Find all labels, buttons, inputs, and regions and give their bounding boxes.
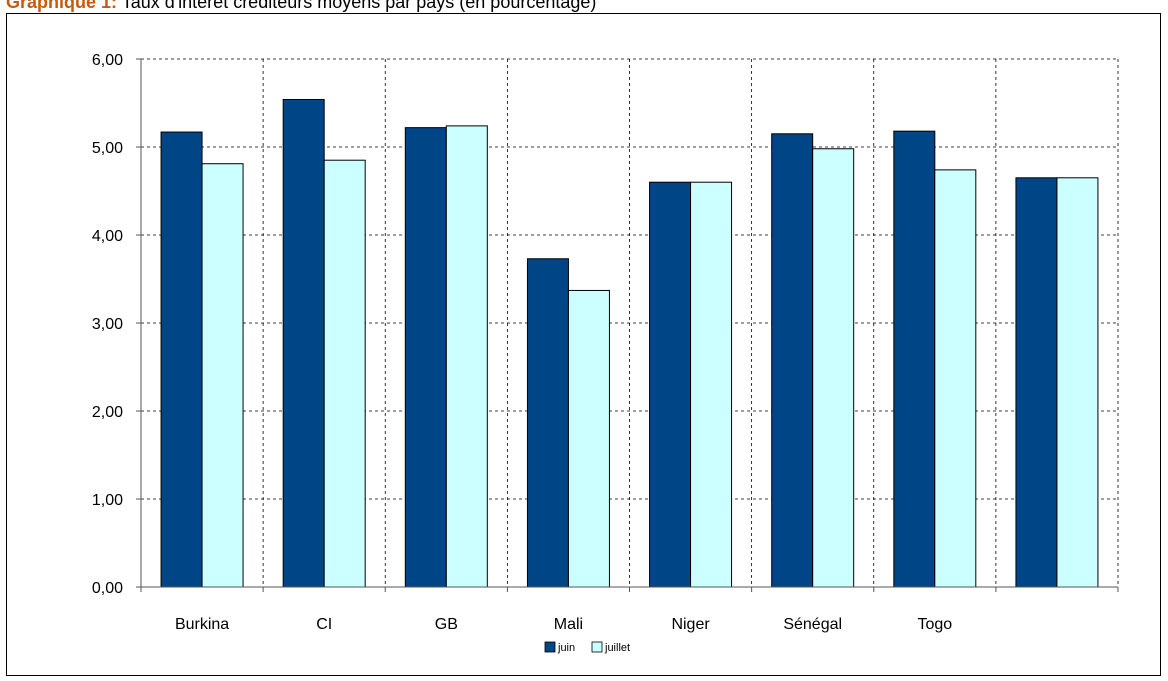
x-tick-label: GB [435, 616, 458, 633]
bar-juin [282, 98, 325, 588]
y-tick-label: 6,00 [92, 52, 123, 69]
x-tick-label: Togo [917, 616, 952, 633]
legend-label-juin: juin [557, 642, 575, 654]
x-tick-label: Mali [554, 616, 583, 633]
x-tick-label: Sénégal [783, 616, 842, 633]
bar-juillet [567, 289, 610, 588]
bar-juillet [1056, 177, 1099, 588]
caption-text: Taux d'intérêt créditeurs moyens par pay… [117, 0, 597, 12]
bars [160, 98, 1099, 588]
bar-juin [649, 181, 692, 588]
bar-juin [160, 131, 203, 588]
y-tick-label: 5,00 [92, 140, 123, 157]
bar-juillet [201, 163, 244, 588]
bar-juillet [690, 181, 733, 588]
legend-label-juillet: juillet [604, 642, 630, 654]
bar-juin [893, 130, 936, 588]
y-axis-labels: 0,00 1,00 2,00 3,00 4,00 5,00 6,00 [92, 52, 123, 597]
bar-juillet [445, 125, 488, 588]
axes [136, 58, 1119, 592]
caption-lead: Graphique 1: [6, 0, 118, 12]
bar-juillet [934, 169, 977, 588]
legend-swatch-juillet [591, 641, 603, 653]
legend: juin juillet [544, 641, 630, 654]
y-tick-label: 3,00 [92, 316, 123, 333]
bar-juin [526, 258, 569, 588]
legend-swatch-juin [544, 641, 556, 653]
bar-juillet [812, 148, 855, 588]
bar-juin [771, 133, 814, 588]
bar-juillet [323, 159, 366, 588]
x-tick-label: Burkina [175, 616, 229, 633]
y-tick-label: 2,00 [92, 404, 123, 421]
bar-juin [404, 127, 447, 588]
x-tick-label: CI [316, 616, 332, 633]
y-tick-label: 1,00 [92, 492, 123, 509]
bar-juin [1015, 177, 1058, 588]
y-tick-label: 0,00 [92, 580, 123, 597]
x-tick-label: Niger [671, 616, 710, 633]
y-tick-label: 4,00 [92, 228, 123, 245]
x-axis-labels: Burkina CI GB Mali Niger Sénégal Togo [175, 616, 952, 633]
chart-caption: Graphique 1: Taux d'intérêt créditeurs m… [6, 0, 596, 12]
